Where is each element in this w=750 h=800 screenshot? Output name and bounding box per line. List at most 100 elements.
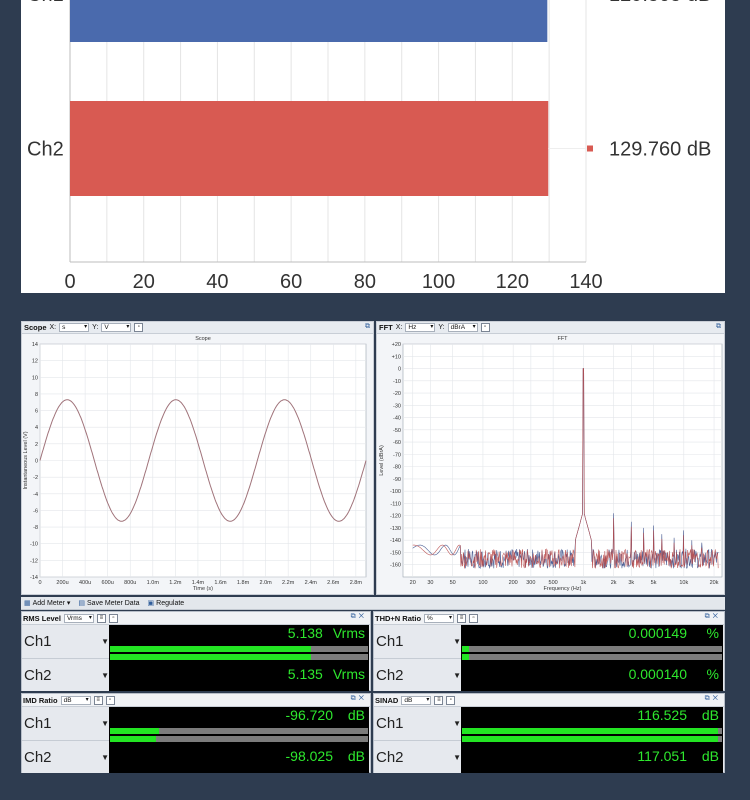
meter-bar-ch1: [110, 728, 368, 734]
scope-trace-ch1: [39, 399, 367, 522]
scope-float-icon[interactable]: ⧉: [365, 323, 370, 330]
meter-unit-select[interactable]: dB: [401, 695, 432, 705]
meter-menu-icon[interactable]: ≡: [96, 613, 106, 623]
meter-bar-fill: [462, 736, 719, 742]
fft-y-label: Y:: [438, 324, 445, 331]
meter-menu-icon[interactable]: ≡: [93, 695, 103, 705]
x-tick-label: 2.4m: [305, 580, 318, 586]
meter-float-icon[interactable]: ⧉: [350, 695, 359, 702]
reading-unit: Vrms: [332, 625, 365, 641]
chevron-down-icon[interactable]: ▼: [101, 671, 109, 680]
meter-channel-ch2[interactable]: Ch2 ▼: [374, 740, 461, 773]
chevron-down-icon[interactable]: ▼: [453, 719, 461, 728]
meter-channel-ch2[interactable]: Ch2 ▼: [22, 658, 109, 691]
meter-close-icon[interactable]: ✕: [712, 695, 721, 702]
add-meter-button[interactable]: ▦ Add Meter ▾: [24, 600, 71, 607]
chevron-down-icon[interactable]: ▼: [453, 753, 461, 762]
chevron-down-icon[interactable]: ▼: [453, 671, 461, 680]
meter-display: 5.138 Vrms 5.135 Vrms: [109, 625, 369, 691]
chevron-down-icon[interactable]: ▼: [101, 637, 109, 646]
scope-toolbar: Scope X: s Y: V ▫ ⧉: [22, 322, 373, 334]
y-tick-label: 6: [35, 409, 38, 415]
meter-channel-ch1[interactable]: Ch1 ▼: [374, 707, 461, 740]
y-tick-label: -6: [33, 508, 38, 514]
reading-unit: %: [706, 625, 719, 641]
chevron-down-icon[interactable]: ▼: [453, 637, 461, 646]
scope-x-unit-select[interactable]: s: [59, 323, 90, 332]
x-tick-label: 20: [133, 271, 155, 293]
scope-chart-title: Scope: [195, 336, 211, 342]
save-meter-data-button[interactable]: ▤ Save Meter Data: [78, 599, 139, 607]
meter-header: THD+N Ratio % ≡ ▫ ⧉✕: [374, 612, 724, 625]
meter-channel-labels: Ch1 ▼ Ch2 ▼: [374, 707, 461, 773]
meter-unit-select[interactable]: %: [424, 613, 455, 623]
meter-bar-ch2: [110, 736, 368, 742]
reading-value: 116.525: [637, 707, 687, 723]
meter-menu-icon[interactable]: ≡: [457, 613, 467, 623]
meter-channel-ch2[interactable]: Ch2 ▼: [374, 658, 461, 691]
x-tick-label: 1.8m: [237, 580, 250, 586]
bar-chart: 0 20 40 60 80 100 120 140 Ch1 129.505 dB Ch2 129.76…: [27, 0, 711, 293]
y-tick-label: 2: [35, 442, 38, 448]
x-tick-label: 1.4m: [192, 580, 205, 586]
meter-header: RMS Level Vrms ≡ ▫ ⧉✕: [22, 612, 370, 625]
y-tick-label: -150: [390, 550, 401, 556]
x-tick-label: 2.2m: [282, 580, 295, 586]
meter-settings-icon[interactable]: ▫: [469, 613, 479, 623]
value-label: 129.760 dB: [609, 139, 711, 161]
meter-settings-icon[interactable]: ▫: [446, 695, 456, 705]
meter-bar-ch1: [462, 728, 722, 734]
meter-close-icon[interactable]: ✕: [358, 695, 367, 702]
y-tick-label: -140: [390, 538, 401, 544]
meter-settings-icon[interactable]: ▫: [108, 613, 118, 623]
meter-channel-ch1[interactable]: Ch1 ▼: [374, 625, 461, 658]
reading-value: 0.000140: [628, 666, 687, 682]
reading-unit: %: [706, 666, 719, 682]
x-tick-label: 20k: [710, 580, 719, 586]
fft-settings-icon[interactable]: ▫: [480, 323, 490, 332]
y-tick-label: -4: [33, 492, 38, 498]
meter-settings-icon[interactable]: ▫: [105, 695, 115, 705]
x-tick-label: 800u: [124, 580, 136, 586]
scope-settings-icon[interactable]: ▫: [134, 323, 144, 332]
fft-chart-title: FFT: [557, 336, 568, 342]
meter-header: SINAD dB ≡ ▫ ⧉✕: [374, 694, 724, 707]
meter-channel-ch1[interactable]: Ch1 ▼: [22, 707, 109, 740]
reading-unit: dB: [701, 707, 719, 723]
y-tick-label: -120: [390, 514, 401, 520]
meter-menu-icon[interactable]: ≡: [434, 695, 444, 705]
meter-title: RMS Level: [23, 613, 61, 623]
fft-float-icon[interactable]: ⧉: [716, 323, 721, 330]
scope-y-unit-select[interactable]: V: [101, 323, 132, 332]
channel-label: Ch1: [24, 633, 52, 650]
category-label: Ch2: [27, 139, 64, 161]
value-label: 129.505 dB: [609, 0, 711, 6]
y-tick-label: -160: [390, 563, 401, 569]
meter-unit-select[interactable]: dB: [60, 695, 91, 705]
reading-value: -98.025: [285, 748, 333, 764]
meter-reading-ch1: -96.720 dB: [286, 707, 365, 723]
chevron-down-icon[interactable]: ▼: [101, 753, 109, 762]
fft-panel: FFT X: Hz Y: dBrA ▫ ⧉ FFT +20 +10 0 -10 -20 -3…: [376, 321, 725, 595]
meter-unit-select[interactable]: Vrms: [63, 613, 94, 623]
fft-x-unit-select[interactable]: Hz: [405, 323, 436, 332]
meter-float-icon[interactable]: ⧉: [704, 695, 713, 702]
meter-bar-fill: [462, 728, 719, 734]
chevron-down-icon[interactable]: ▼: [101, 719, 109, 728]
x-tick-label: 80: [354, 271, 376, 293]
meter-bar-fill: [462, 654, 469, 660]
x-tick-label: 50: [450, 580, 456, 586]
meter-channel-ch2[interactable]: Ch2 ▼: [22, 740, 109, 773]
y-tick-label: -2: [33, 475, 38, 481]
meter-close-icon[interactable]: ✕: [712, 613, 721, 620]
y-tick-label: 10: [32, 375, 38, 381]
fft-y-unit-select[interactable]: dBrA: [447, 323, 478, 332]
regulate-button[interactable]: ▣ Regulate: [148, 599, 185, 607]
meter-close-icon[interactable]: ✕: [358, 613, 367, 620]
meter-float-icon[interactable]: ⧉: [704, 613, 713, 620]
meter-float-icon[interactable]: ⧉: [350, 613, 359, 620]
meter-channel-ch1[interactable]: Ch1 ▼: [22, 625, 109, 658]
regulate-icon: ▣: [147, 600, 155, 607]
reading-value: 5.135: [287, 666, 323, 682]
